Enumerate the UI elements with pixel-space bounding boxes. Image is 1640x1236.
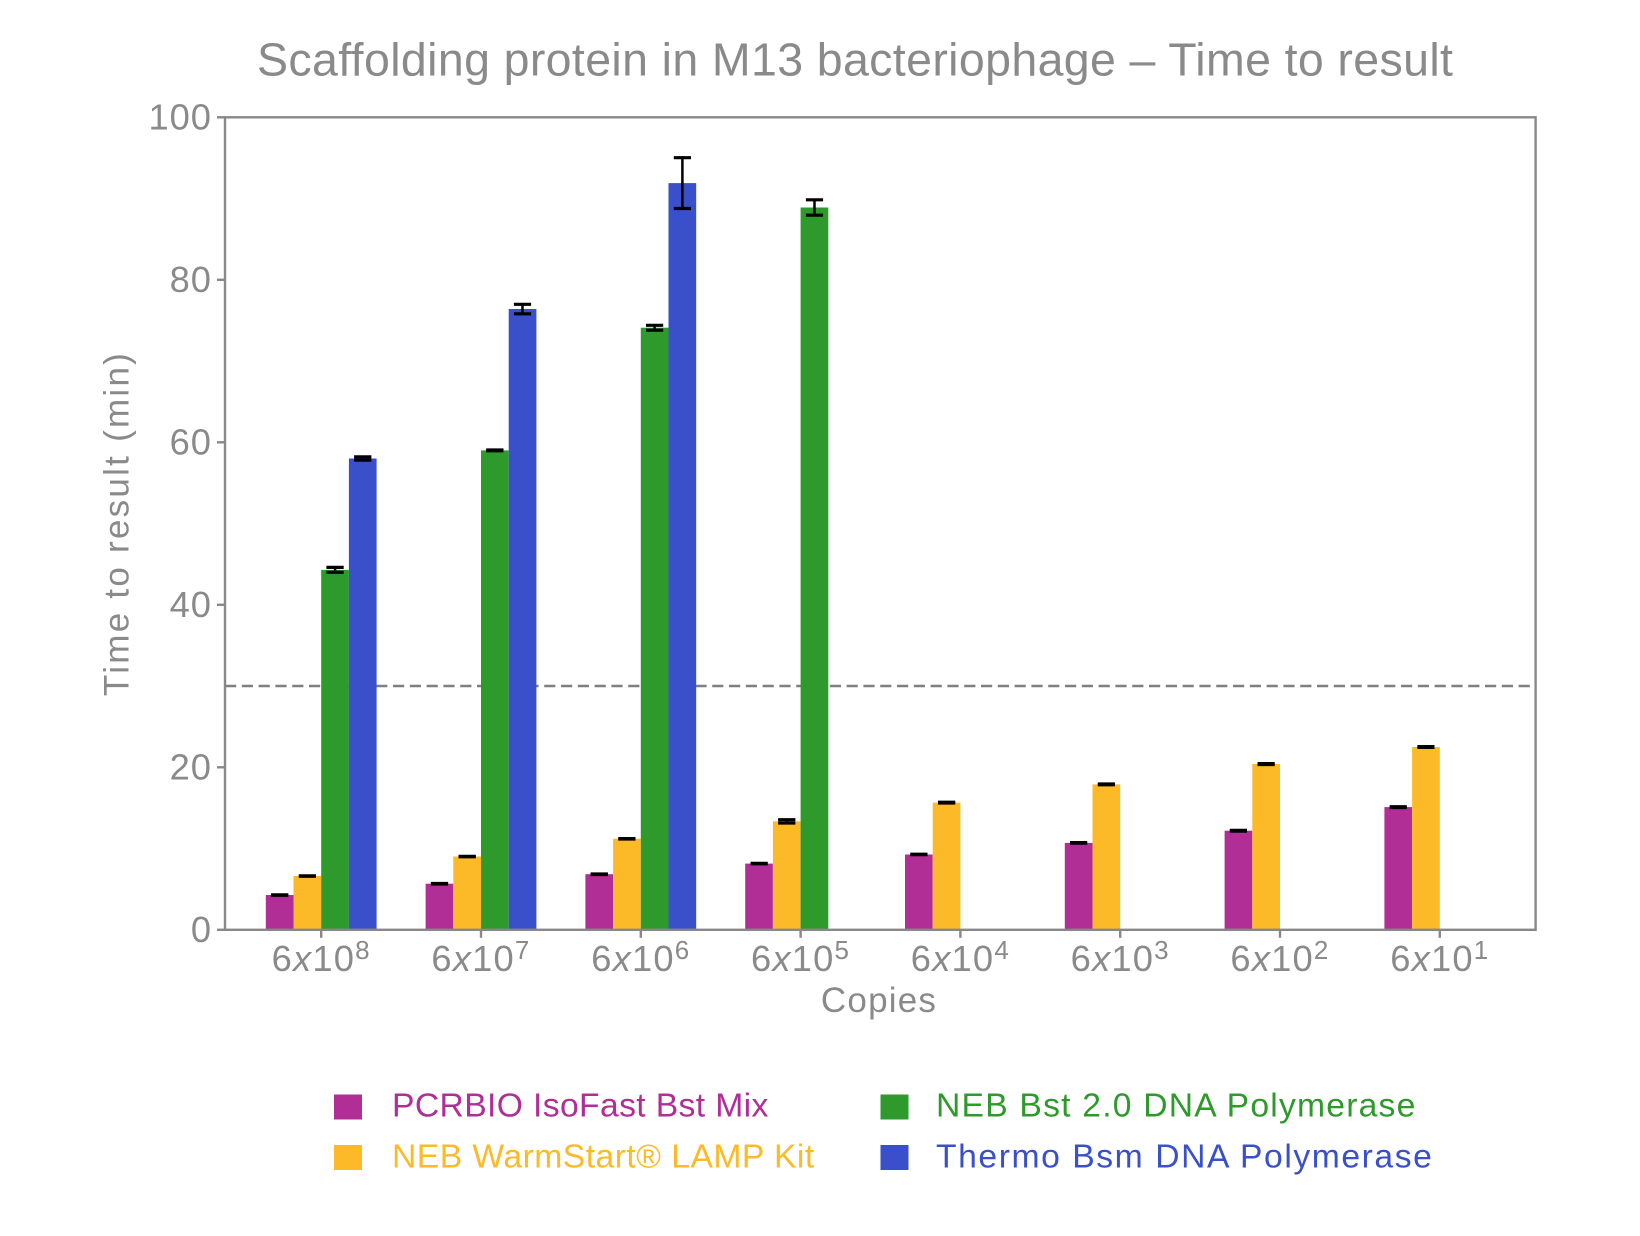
svg-text:6x105: 6x105 bbox=[751, 935, 850, 979]
svg-text:Copies: Copies bbox=[821, 981, 937, 1020]
svg-text:NEB WarmStart® LAMP Kit: NEB WarmStart® LAMP Kit bbox=[392, 1137, 815, 1175]
svg-text:20: 20 bbox=[170, 747, 212, 788]
svg-text:40: 40 bbox=[170, 584, 212, 625]
svg-text:6x107: 6x107 bbox=[431, 935, 530, 979]
svg-text:100: 100 bbox=[148, 97, 212, 138]
svg-text:6x102: 6x102 bbox=[1230, 935, 1329, 979]
svg-text:80: 80 bbox=[170, 259, 212, 300]
svg-text:6x106: 6x106 bbox=[591, 935, 690, 979]
svg-text:NEB Bst 2.0 DNA Polymerase: NEB Bst 2.0 DNA Polymerase bbox=[936, 1087, 1417, 1125]
svg-text:Scaffolding protein in M13 bac: Scaffolding protein in M13 bacteriophage… bbox=[257, 34, 1453, 86]
svg-text:Time to result (min): Time to result (min) bbox=[98, 351, 137, 696]
svg-text:6x103: 6x103 bbox=[1071, 935, 1170, 979]
svg-text:PCRBIO IsoFast Bst Mix: PCRBIO IsoFast Bst Mix bbox=[392, 1087, 769, 1125]
svg-text:Thermo Bsm DNA Polymerase: Thermo Bsm DNA Polymerase bbox=[936, 1137, 1433, 1175]
svg-text:6x108: 6x108 bbox=[272, 935, 371, 979]
svg-text:0: 0 bbox=[191, 909, 212, 950]
svg-text:6x104: 6x104 bbox=[911, 935, 1010, 979]
svg-text:6x101: 6x101 bbox=[1390, 935, 1489, 979]
svg-text:60: 60 bbox=[170, 422, 212, 463]
